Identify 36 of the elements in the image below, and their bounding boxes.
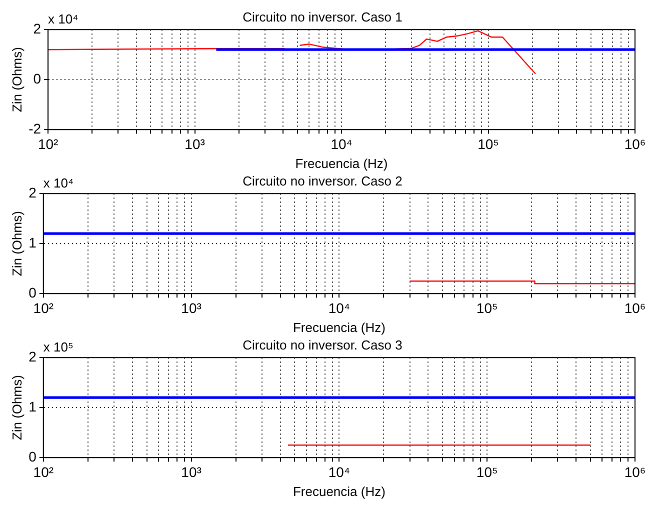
x-tick-label: 10⁶ [624, 464, 646, 480]
x-tick-label: 10⁵ [476, 300, 498, 316]
y-tick-label: 1 [28, 398, 37, 414]
x-tick-label: 10³ [184, 136, 206, 152]
chart-title: Circuito no inversor. Caso 2 [242, 173, 402, 188]
x-axis-title: Frecuencia (Hz) [295, 156, 388, 171]
y-tick-label: 2 [28, 184, 37, 200]
text: x 10⁴ [48, 12, 78, 27]
x-tick-label: 10² [33, 300, 54, 316]
y-tick-label: 1 [28, 234, 37, 250]
x-tick-label: 10³ [181, 464, 202, 480]
x-axis-title: Frecuencia (Hz) [292, 320, 386, 335]
y-tick-label: 0 [28, 448, 37, 464]
y-tick-label: 0 [28, 284, 37, 300]
x-tick-label: 10⁴ [330, 136, 352, 152]
chart-title: Circuito no inversor. Caso 3 [242, 337, 402, 352]
x-tick-label: 10⁴ [328, 300, 350, 316]
x-tick-label: 10⁶ [624, 300, 646, 316]
y-axis-title: Zin (Ohms) [9, 47, 24, 112]
x-tick-label: 10⁶ [624, 136, 646, 152]
x-tick-label: 10⁴ [328, 464, 350, 480]
y-tick-label: 2 [33, 20, 42, 36]
x-tick-label: 10³ [181, 300, 202, 316]
text: x 10⁵ [43, 340, 74, 355]
y-axis-title: Zin (Ohms) [9, 375, 24, 440]
x-tick-label: 10² [33, 464, 54, 480]
y-tick-label: 0 [33, 70, 42, 86]
x-tick-label: 10⁵ [478, 136, 499, 152]
y-tick-label: -2 [28, 120, 42, 136]
y-tick-label: 2 [28, 348, 37, 364]
x-tick-label: 10⁵ [476, 464, 498, 480]
y-axis-title: Zin (Ohms) [9, 211, 24, 276]
x-axis-title: Frecuencia (Hz) [292, 484, 386, 499]
chart-title: Circuito no inversor. Caso 1 [242, 9, 402, 24]
x-tick-label: 10² [38, 136, 59, 152]
text: x 10⁴ [43, 176, 74, 191]
